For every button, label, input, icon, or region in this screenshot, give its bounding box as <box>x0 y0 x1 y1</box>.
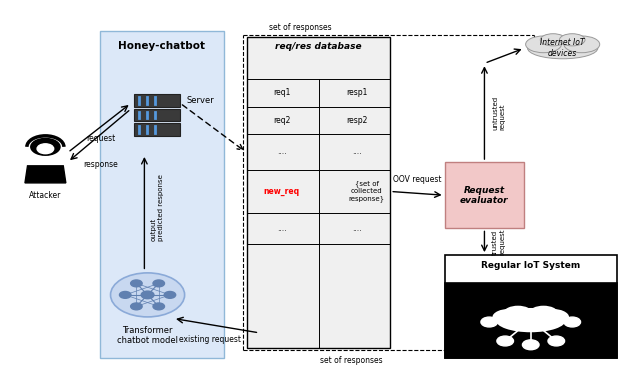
Text: ....: .... <box>277 224 287 233</box>
Bar <box>134 109 180 122</box>
Text: Attacker: Attacker <box>29 190 61 200</box>
Text: trusted
request: trusted request <box>492 229 505 255</box>
Text: response: response <box>84 160 118 169</box>
Polygon shape <box>25 166 66 183</box>
Text: set of responses: set of responses <box>320 355 383 365</box>
Bar <box>445 283 617 357</box>
Circle shape <box>141 291 154 299</box>
Text: OOV request: OOV request <box>393 175 442 184</box>
Bar <box>246 37 390 348</box>
Ellipse shape <box>527 37 598 59</box>
Ellipse shape <box>533 309 569 325</box>
Text: req2: req2 <box>273 116 291 125</box>
Text: output
predicted response: output predicted response <box>151 174 164 242</box>
Text: Honey-chatbot: Honey-chatbot <box>118 40 205 51</box>
Circle shape <box>153 303 164 310</box>
Text: existing request: existing request <box>179 335 241 344</box>
Bar <box>134 123 180 136</box>
Text: request: request <box>86 134 116 143</box>
Text: resp1: resp1 <box>346 88 368 97</box>
Circle shape <box>164 291 175 298</box>
Bar <box>445 255 617 357</box>
Text: Transformer
chatbot model: Transformer chatbot model <box>117 326 178 346</box>
Circle shape <box>153 280 164 287</box>
Text: resp2: resp2 <box>346 116 368 125</box>
Circle shape <box>522 340 539 350</box>
Circle shape <box>120 291 131 298</box>
Circle shape <box>131 280 142 287</box>
Ellipse shape <box>525 36 561 53</box>
Circle shape <box>548 336 564 346</box>
Bar <box>445 162 524 229</box>
Circle shape <box>481 317 497 327</box>
Text: ....: .... <box>352 147 362 156</box>
Text: Internet IoT
devices: Internet IoT devices <box>540 38 585 58</box>
Bar <box>134 94 180 107</box>
Text: Server: Server <box>186 96 214 105</box>
Circle shape <box>564 317 580 327</box>
Text: req/res database: req/res database <box>275 42 362 51</box>
Text: req1: req1 <box>273 88 291 97</box>
Circle shape <box>497 336 513 346</box>
Text: Request
evaluator: Request evaluator <box>460 186 509 205</box>
Ellipse shape <box>540 34 566 46</box>
Text: untrusted
request: untrusted request <box>492 96 505 130</box>
Text: ....: .... <box>352 224 362 233</box>
Text: new_req: new_req <box>264 187 300 196</box>
Ellipse shape <box>504 306 532 319</box>
Circle shape <box>37 144 54 154</box>
Text: Regular IoT System: Regular IoT System <box>481 261 580 270</box>
Text: ....: .... <box>277 147 287 156</box>
Text: set of responses: set of responses <box>269 23 332 32</box>
Circle shape <box>111 273 184 317</box>
Ellipse shape <box>564 36 600 53</box>
Circle shape <box>131 303 142 310</box>
Text: {set of
collected
response}: {set of collected response} <box>349 181 385 202</box>
Ellipse shape <box>529 306 557 319</box>
Ellipse shape <box>492 309 528 325</box>
Ellipse shape <box>559 34 585 46</box>
Ellipse shape <box>495 308 566 332</box>
Bar <box>100 31 224 357</box>
Circle shape <box>30 138 61 156</box>
